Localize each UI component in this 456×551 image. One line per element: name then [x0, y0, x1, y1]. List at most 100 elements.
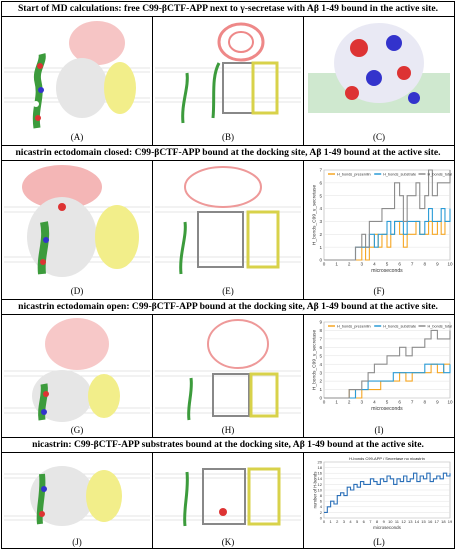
y-tick-label: 3 — [319, 219, 322, 224]
y-tick-label: 4 — [319, 362, 322, 367]
x-tick-label: 1 — [335, 262, 338, 267]
panel-d-structure — [2, 162, 152, 284]
y-tick-label: 4 — [320, 504, 323, 509]
panel-l-label: (L) — [373, 537, 385, 547]
y-tick-label: 0 — [319, 258, 322, 263]
legend-entry: H_bonds_substrate — [383, 325, 416, 329]
x-tick-label: 8 — [424, 400, 427, 405]
panel-a-structure — [2, 18, 152, 130]
x-tick-label: 7 — [411, 262, 414, 267]
y-tick-label: 8 — [319, 328, 322, 333]
panel-h-label: (H) — [221, 425, 235, 435]
x-tick-label: 9 — [436, 400, 439, 405]
y-axis-label: H_bonds_C99_γ_secretase — [311, 185, 317, 246]
x-tick-label: 2 — [348, 262, 351, 267]
x-tick-label: 16 — [428, 519, 433, 524]
legend-entry: H_bonds_total — [428, 325, 453, 329]
panel-c-structure — [304, 18, 454, 130]
legend-entry: H_bonds_substrate — [383, 173, 416, 177]
x-tick-label: 14 — [415, 519, 420, 524]
x-tick-label: 3 — [343, 519, 346, 524]
y-tick-label: 5 — [319, 193, 322, 198]
panel-g-label: (G) — [70, 425, 84, 435]
panel-e-structure — [153, 162, 303, 284]
y-tick-label: 7 — [319, 336, 322, 341]
y-tick-label: 2 — [319, 232, 322, 237]
panel-j-label: (J) — [72, 537, 82, 547]
x-tick-label: 0 — [323, 400, 326, 405]
x-axis-label: microseconds — [371, 268, 403, 274]
y-tick-label: 12 — [318, 482, 323, 487]
panel-i-chart: 0 1 2 3 4 5 6 7 8 9 0 1 2 3 4 5 6 7 8 9 10 microseconds H_bond… — [304, 316, 454, 422]
panel-j-structure — [2, 454, 152, 534]
x-tick-label: 0 — [323, 262, 326, 267]
panel-i-label: (I) — [374, 425, 384, 435]
x-tick-label: 10 — [447, 262, 453, 267]
series-line — [324, 363, 451, 399]
panel-d-label: (D) — [70, 286, 84, 296]
x-tick-label: 10 — [447, 400, 453, 405]
x-tick-label: 7 — [369, 519, 372, 524]
y-tick-label: 14 — [318, 476, 323, 481]
x-tick-label: 2 — [348, 400, 351, 405]
chart-title: H-bonds C99-APP / Secretase no nicastrin — [349, 456, 425, 461]
x-axis-label: microseconds — [373, 525, 402, 530]
chart-f-svg: 0 1 2 3 4 5 6 7 0 1 2 3 4 5 6 7 8 9 10 microseconds H_bonds_… — [311, 168, 453, 275]
panel-g-structure — [2, 316, 152, 422]
y-tick-label: 6 — [319, 180, 322, 185]
x-tick-label: 8 — [376, 519, 379, 524]
x-tick-label: 4 — [349, 519, 352, 524]
x-tick-label: 4 — [373, 400, 376, 405]
x-tick-label: 2 — [336, 519, 339, 524]
row-1-title: Start of MD calculations: free C99-βCTF-… — [2, 2, 454, 17]
panel-l-chart: 0 2 4 6 8 10 12 14 16 18 20 0 1 2 3 4 5 6 7 8 9 10 11 12 13 14 15 1… — [304, 454, 454, 536]
panel-b-label: (B) — [222, 132, 234, 142]
x-tick-label: 3 — [361, 262, 364, 267]
x-tick-label: 15 — [421, 519, 426, 524]
series-line — [324, 208, 451, 261]
panel-a-label: (A) — [70, 132, 84, 142]
x-tick-label: 18 — [441, 519, 446, 524]
row-2-title: nicastrin ectodomain closed: C99-βCTF-AP… — [2, 145, 454, 161]
y-tick-label: 8 — [320, 493, 323, 498]
x-tick-label: 5 — [386, 262, 389, 267]
y-tick-label: 1 — [319, 245, 322, 250]
y-tick-label: 9 — [319, 320, 322, 325]
x-tick-label: 17 — [435, 519, 440, 524]
x-tick-label: 6 — [398, 262, 401, 267]
row-3-title: nicastrin ectodomain open: C99-βCTF-APP … — [2, 299, 454, 315]
legend-entry: H_bonds_total — [428, 173, 453, 177]
x-tick-label: 6 — [398, 400, 401, 405]
y-tick-label: 3 — [319, 370, 322, 375]
y-tick-label: 10 — [318, 487, 323, 492]
x-tick-label: 8 — [424, 262, 427, 267]
y-tick-label: 5 — [319, 353, 322, 358]
y-tick-label: 7 — [319, 168, 322, 173]
x-tick-label: 5 — [386, 400, 389, 405]
x-tick-label: 13 — [408, 519, 413, 524]
y-tick-label: 2 — [320, 510, 323, 515]
y-tick-label: 0 — [319, 396, 322, 401]
panel-f-chart: 0 1 2 3 4 5 6 7 0 1 2 3 4 5 6 7 8 9 10 microseconds H_bonds_… — [304, 162, 454, 284]
panel-k-label: (K) — [221, 537, 235, 547]
x-tick-label: 10 — [388, 519, 393, 524]
y-tick-label: 16 — [318, 471, 323, 476]
x-tick-label: 6 — [363, 519, 366, 524]
legend-entry: H_bonds_presenilin — [337, 325, 371, 329]
panel-f-label: (F) — [373, 286, 385, 296]
y-tick-label: 18 — [318, 465, 323, 470]
row-4-title: nicastrin: C99-βCTF-APP substrates bound… — [2, 437, 454, 453]
series-line — [324, 329, 451, 399]
y-axis-label: H_bonds_C99_γ_secretase — [311, 330, 317, 391]
panel-c-label: (C) — [373, 132, 385, 142]
x-tick-label: 9 — [436, 262, 439, 267]
y-tick-label: 6 — [319, 345, 322, 350]
y-tick-label: 0 — [320, 515, 323, 520]
x-tick-label: 1 — [335, 400, 338, 405]
panel-b-structure — [153, 18, 303, 130]
x-tick-label: 0 — [323, 519, 326, 524]
y-tick-label: 4 — [319, 206, 322, 211]
x-tick-label: 5 — [356, 519, 359, 524]
